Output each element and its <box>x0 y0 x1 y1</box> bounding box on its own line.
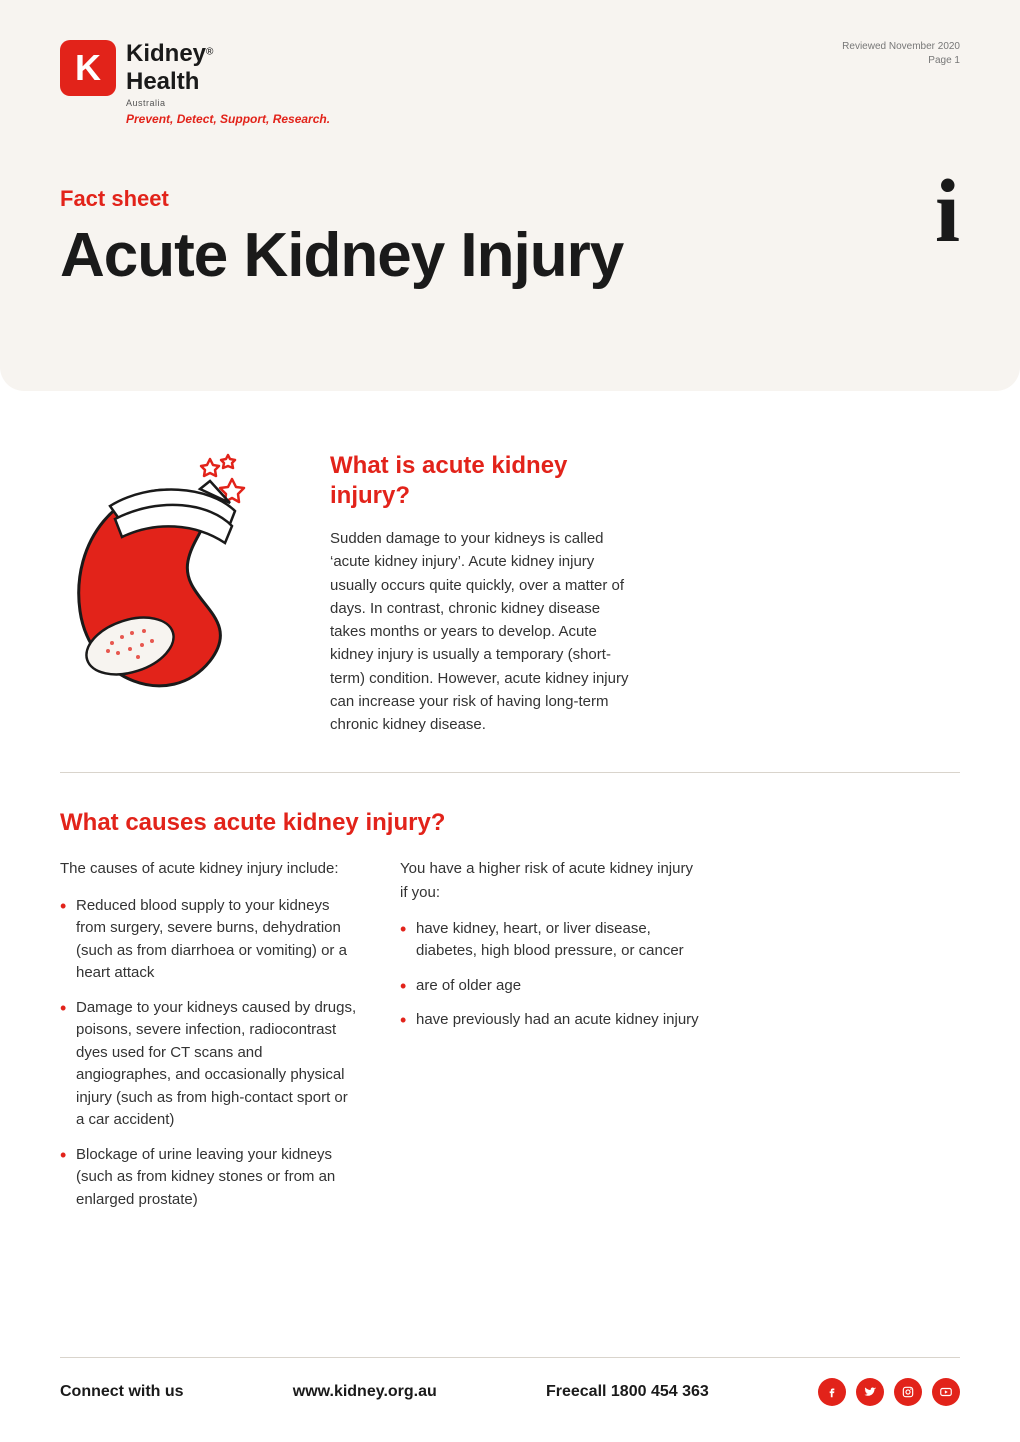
list-item: Damage to your kidneys caused by drugs, … <box>60 997 360 1132</box>
fact-sheet-label: Fact sheet <box>60 186 935 212</box>
kidney-illustration <box>60 451 270 706</box>
list-item: have kidney, heart, or liver disease, di… <box>400 918 700 963</box>
intro-row: What is acute kidney injury? Sudden dama… <box>60 451 960 773</box>
causes-col2-lead: You have a higher risk of acute kidney i… <box>400 857 700 904</box>
title-row: Fact sheet Acute Kidney Injury i <box>60 186 960 291</box>
list-item: have previously had an acute kidney inju… <box>400 1009 700 1032</box>
logo-line2: Health <box>126 68 330 96</box>
logo: K Kidney® Health Australia Prevent, Dete… <box>60 40 330 126</box>
meta-page: Page 1 <box>842 54 960 68</box>
list-item: are of older age <box>400 975 700 998</box>
causes-columns: The causes of acute kidney injury includ… <box>60 857 960 1223</box>
youtube-icon[interactable] <box>932 1378 960 1406</box>
intro-heading: What is acute kidney injury? <box>330 451 640 511</box>
logo-tagline: Prevent, Detect, Support, Research. <box>126 112 330 126</box>
logo-text: Kidney® Health Australia Prevent, Detect… <box>126 40 330 126</box>
footer-row: Connect with us www.kidney.org.au Freeca… <box>60 1378 960 1406</box>
list-item: Blockage of urine leaving your kidneys (… <box>60 1144 360 1212</box>
footer-connect: Connect with us <box>60 1383 184 1401</box>
footer: Connect with us www.kidney.org.au Freeca… <box>0 1357 1020 1442</box>
logo-mark: K <box>60 40 116 96</box>
logo-mark-letter: K <box>75 47 101 89</box>
footer-rule <box>60 1357 960 1358</box>
logo-registered: ® <box>206 47 213 58</box>
causes-col-1: The causes of acute kidney injury includ… <box>60 857 360 1223</box>
causes-col-2: You have a higher risk of acute kidney i… <box>400 857 700 1223</box>
list-item: Reduced blood supply to your kidneys fro… <box>60 895 360 985</box>
intro-text: What is acute kidney injury? Sudden dama… <box>330 451 640 736</box>
footer-freecall: Freecall 1800 454 363 <box>546 1383 709 1401</box>
content: What is acute kidney injury? Sudden dama… <box>0 391 1020 1223</box>
top-row: K Kidney® Health Australia Prevent, Dete… <box>60 40 960 126</box>
causes-col1-list: Reduced blood supply to your kidneys fro… <box>60 895 360 1212</box>
causes-section: What causes acute kidney injury? The cau… <box>60 809 960 1223</box>
page-meta: Reviewed November 2020 Page 1 <box>842 40 960 68</box>
footer-url[interactable]: www.kidney.org.au <box>293 1383 437 1401</box>
logo-line1: Kidney <box>126 40 206 67</box>
logo-australia: Australia <box>126 98 330 108</box>
info-icon: i <box>935 176 960 248</box>
page-title: Acute Kidney Injury <box>60 220 935 291</box>
title-col: Fact sheet Acute Kidney Injury <box>60 186 935 291</box>
facebook-icon[interactable] <box>818 1378 846 1406</box>
causes-col1-lead: The causes of acute kidney injury includ… <box>60 857 360 880</box>
meta-reviewed: Reviewed November 2020 <box>842 40 960 54</box>
causes-col2-list: have kidney, heart, or liver disease, di… <box>400 918 700 1032</box>
hero-section: K Kidney® Health Australia Prevent, Dete… <box>0 0 1020 391</box>
instagram-icon[interactable] <box>894 1378 922 1406</box>
twitter-icon[interactable] <box>856 1378 884 1406</box>
intro-body: Sudden damage to your kidneys is called … <box>330 527 640 736</box>
causes-heading: What causes acute kidney injury? <box>60 809 960 837</box>
social-links <box>818 1378 960 1406</box>
